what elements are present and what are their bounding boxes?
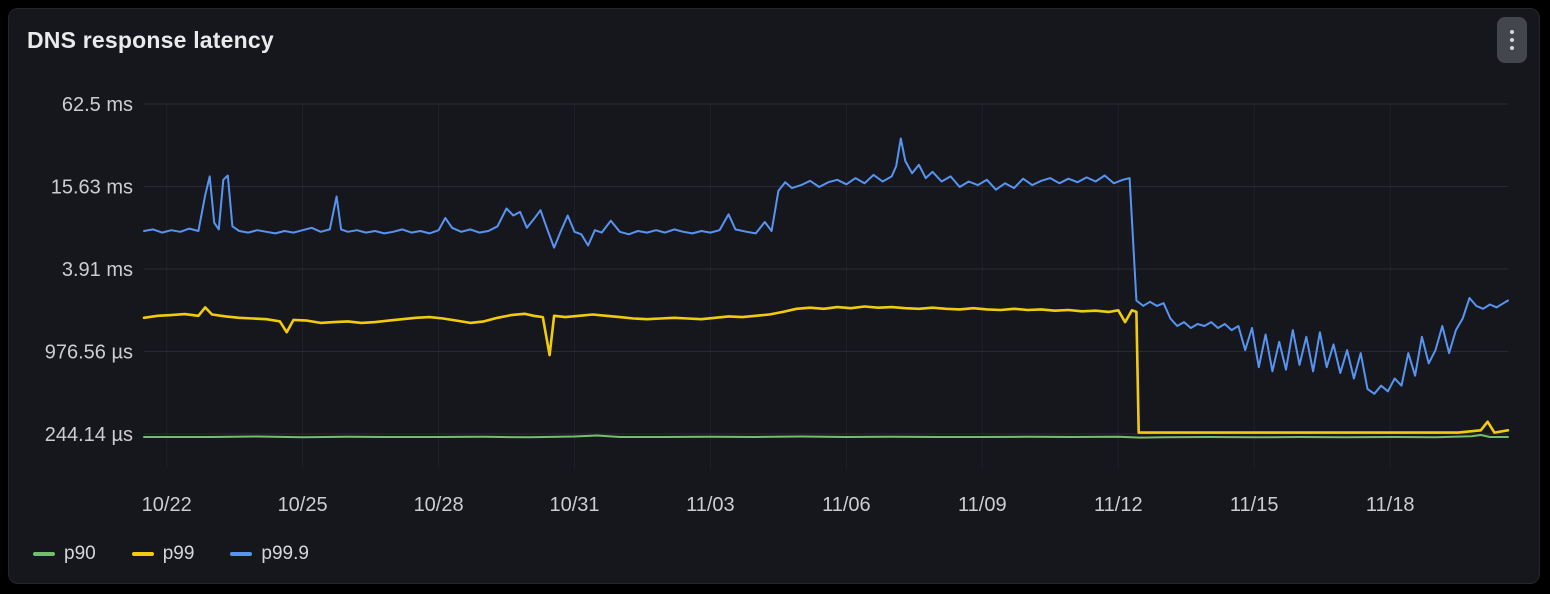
legend-item-p90[interactable]: p90 (33, 543, 96, 565)
x-tick-label: 10/25 (278, 494, 328, 516)
y-tick-label: 244.14 µs (45, 424, 133, 446)
y-axis-labels: 62.5 ms 15.63 ms 3.91 ms 976.56 µs 244.14 µs (45, 94, 133, 446)
series-line-p90 (143, 434, 1509, 439)
x-tick-label: 10/31 (549, 494, 599, 516)
y-tick-label: 15.63 ms (51, 177, 133, 199)
panel-menu-button[interactable] (1497, 17, 1527, 63)
chart-gridlines (144, 103, 1508, 468)
kebab-menu-icon (1510, 46, 1514, 50)
x-tick-label: 10/22 (142, 494, 192, 516)
dns-latency-panel: DNS response latency 62.5 ms 15.63 ms 3.91… (8, 8, 1540, 584)
panel-title: DNS response latency (27, 27, 274, 53)
kebab-menu-icon (1510, 38, 1514, 42)
y-tick-label: 62.5 ms (62, 94, 133, 116)
series-line-p99 (142, 305, 1510, 434)
y-tick-label: 976.56 µs (45, 342, 133, 364)
x-tick-label: 10/28 (414, 494, 464, 516)
x-axis-labels: 10/22 10/25 10/28 10/31 11/03 11/06 11/09 11/12… (142, 494, 1415, 516)
legend-swatch-p99 (131, 552, 154, 556)
panel-header: DNS response latency (27, 27, 274, 54)
chart-legend: p90 p99 p99.9 (33, 543, 309, 565)
y-tick-label: 3.91 ms (62, 259, 133, 281)
legend-swatch-p90 (33, 552, 55, 556)
legend-item-p99[interactable]: p99 (131, 543, 195, 565)
kebab-menu-icon (1510, 30, 1514, 34)
latency-chart[interactable]: 62.5 ms 15.63 ms 3.91 ms 976.56 µs 244.14 µs… (9, 9, 1541, 585)
legend-label-p90: p90 (64, 543, 96, 564)
x-tick-label: 11/09 (958, 494, 1007, 516)
x-tick-label: 11/12 (1094, 494, 1143, 516)
x-tick-label: 11/06 (822, 494, 871, 516)
x-tick-label: 11/15 (1230, 494, 1279, 516)
legend-label-p99.9: p99.9 (261, 543, 309, 564)
x-tick-label: 11/18 (1366, 494, 1415, 516)
x-tick-label: 11/03 (686, 494, 735, 516)
series-line-p99.9 (143, 137, 1509, 395)
legend-item-p99.9[interactable]: p99.9 (230, 543, 309, 565)
legend-swatch-p99.9 (230, 552, 253, 556)
legend-label-p99: p99 (162, 543, 195, 564)
